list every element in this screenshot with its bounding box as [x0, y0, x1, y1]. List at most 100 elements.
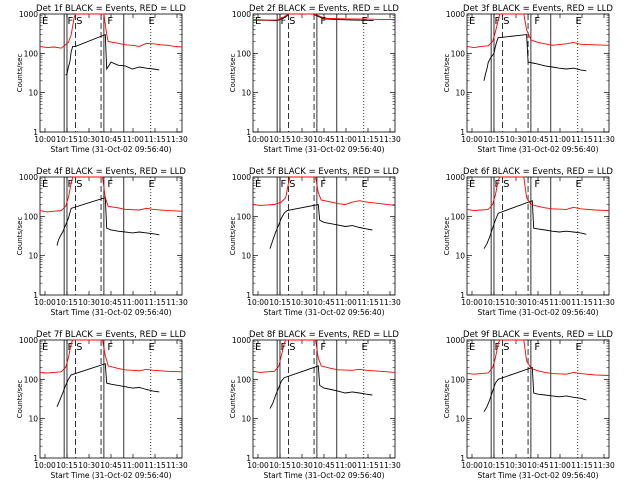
region-label: E: [362, 179, 368, 190]
y-tick-label: 1: [33, 291, 38, 300]
events-series-line: [56, 363, 160, 407]
detector-panel: Det 9f BLACK = Events, RED = LLD 1 10 100 10…: [443, 330, 615, 480]
x-tick-label: 10:30: [78, 298, 100, 307]
region-label: E: [576, 179, 582, 190]
x-tick-label: 11:00: [335, 461, 357, 470]
region-label: F: [320, 16, 326, 27]
y-tick-label: 1: [246, 454, 251, 463]
y-axis-label: Counts/sec: [229, 54, 237, 93]
events-series-line: [252, 13, 374, 22]
region-label: F: [320, 179, 326, 190]
y-tick-label: 1000: [232, 10, 251, 19]
plot-frame: [39, 339, 183, 459]
y-tick-label: 100: [237, 375, 252, 384]
panel-title: Det 5f BLACK = Events, RED = LLD: [249, 167, 399, 177]
region-label: S: [76, 342, 82, 353]
y-tick-label: 10: [241, 252, 251, 261]
x-tick-label: 10:15: [56, 461, 78, 470]
region-label: E: [149, 16, 155, 27]
panel-title: Det 6f BLACK = Events, RED = LLD: [463, 167, 613, 177]
x-tick-label: 10:30: [505, 135, 527, 144]
region-label: S: [289, 16, 295, 27]
x-tick-label: 11:00: [335, 298, 357, 307]
region-label: E: [255, 16, 261, 27]
lld-series-line: [466, 339, 610, 376]
x-tick-label: 11:00: [549, 135, 571, 144]
region-label: E: [469, 342, 475, 353]
y-tick-label: 10: [241, 415, 251, 424]
region-label: E: [42, 342, 48, 353]
detector-panel: Det 3f BLACK = Events, RED = LLD 1 10 100 10…: [443, 4, 615, 154]
detector-panel: Det 7f BLACK = Events, RED = LLD 1 10 100 10…: [16, 330, 188, 480]
x-tick-label: 10:00: [34, 461, 56, 470]
x-tick-label: 10:45: [313, 461, 335, 470]
events-series-line: [483, 200, 587, 249]
x-tick-label: 10:00: [461, 135, 483, 144]
y-tick-label: 100: [24, 375, 39, 384]
region-label: S: [503, 16, 509, 27]
events-series-line: [483, 366, 587, 412]
y-tick-label: 1000: [446, 336, 465, 345]
x-tick-label: 10:45: [527, 298, 549, 307]
lld-series-line: [466, 176, 610, 212]
panel-title: Det 7f BLACK = Events, RED = LLD: [36, 330, 186, 340]
y-axis-label: Counts/sec: [229, 217, 237, 256]
region-label: E: [42, 16, 48, 27]
x-tick-label: 11:00: [122, 135, 144, 144]
lld-series-line: [252, 176, 396, 206]
x-axis-label: Start Time (31-Oct-02 09:56:40): [50, 471, 171, 480]
x-tick-label: 10:30: [291, 135, 313, 144]
detector-panel: Det 2f BLACK = Events, RED = LLD 1 10 100 10…: [229, 4, 401, 154]
y-tick-label: 10: [28, 415, 38, 424]
x-tick-label: 11:15: [144, 298, 166, 307]
region-label: E: [42, 179, 48, 190]
x-tick-label: 10:30: [78, 461, 100, 470]
x-tick-label: 10:00: [247, 298, 269, 307]
detector-panel: Det 6f BLACK = Events, RED = LLD 1 10 100 10…: [443, 167, 615, 317]
region-label: E: [255, 342, 261, 353]
detector-panel: Det 1f BLACK = Events, RED = LLD 1 10 100 10…: [16, 4, 188, 154]
x-tick-label: 10:00: [247, 461, 269, 470]
x-axis-label: Start Time (31-Oct-02 09:56:40): [477, 308, 598, 317]
x-tick-label: 11:00: [122, 298, 144, 307]
y-tick-label: 1000: [19, 173, 38, 182]
x-tick-label: 10:15: [56, 135, 78, 144]
x-tick-label: 10:00: [461, 298, 483, 307]
y-tick-label: 100: [24, 49, 39, 58]
y-axis-label: Counts/sec: [16, 54, 24, 93]
x-tick-label: 10:15: [269, 298, 291, 307]
panel-title: Det 8f BLACK = Events, RED = LLD: [249, 330, 399, 340]
x-tick-label: 11:30: [379, 298, 401, 307]
plot-frame: [39, 176, 183, 296]
x-tick-label: 11:30: [166, 461, 188, 470]
events-series-line: [269, 365, 373, 409]
lld-series-line: [39, 176, 183, 213]
y-tick-label: 1000: [19, 10, 38, 19]
panel-title: Det 3f BLACK = Events, RED = LLD: [463, 4, 613, 14]
plot-frame: [466, 339, 610, 459]
y-tick-label: 1: [246, 128, 251, 137]
plot-frame: [466, 176, 610, 296]
x-tick-label: 10:30: [291, 298, 313, 307]
x-tick-label: 10:15: [483, 461, 505, 470]
x-tick-label: 11:15: [144, 135, 166, 144]
y-tick-label: 1: [33, 128, 38, 137]
x-tick-label: 10:15: [56, 298, 78, 307]
y-tick-label: 10: [455, 89, 465, 98]
y-axis-label: Counts/sec: [229, 380, 237, 419]
y-tick-label: 100: [451, 375, 466, 384]
panel-title: Det 4f BLACK = Events, RED = LLD: [36, 167, 186, 177]
region-label: F: [281, 179, 287, 190]
x-tick-label: 10:15: [483, 135, 505, 144]
x-tick-label: 10:00: [34, 298, 56, 307]
x-tick-label: 10:00: [247, 135, 269, 144]
x-tick-label: 11:30: [379, 135, 401, 144]
x-tick-label: 11:15: [144, 461, 166, 470]
y-tick-label: 1000: [446, 173, 465, 182]
detector-panel: Det 5f BLACK = Events, RED = LLD 1 10 100 10…: [229, 167, 401, 317]
lld-series-line: [39, 13, 183, 49]
x-tick-label: 11:00: [122, 461, 144, 470]
region-label: E: [362, 342, 368, 353]
x-tick-label: 10:45: [527, 135, 549, 144]
